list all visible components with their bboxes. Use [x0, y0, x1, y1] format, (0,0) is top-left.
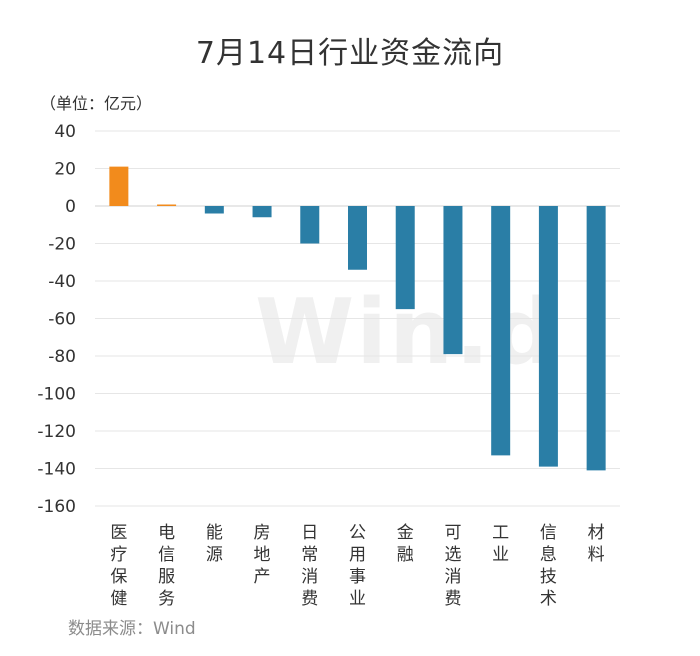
y-tick-label: -160 — [37, 497, 76, 517]
y-tick-label: -20 — [48, 235, 76, 255]
bar — [538, 206, 558, 467]
bar — [491, 206, 511, 456]
x-tick-label: 工业 — [492, 523, 509, 565]
y-tick-label: -100 — [37, 385, 76, 405]
y-tick-label: -40 — [48, 272, 76, 292]
bar — [348, 206, 367, 270]
bar — [204, 206, 224, 214]
bar — [395, 206, 415, 310]
x-tick-label: 医疗保健 — [110, 523, 127, 609]
bar — [586, 206, 606, 471]
x-tick-label: 公用事业 — [349, 523, 366, 609]
x-tick-label: 房地产 — [254, 523, 271, 587]
y-tick-label: -80 — [48, 347, 76, 367]
x-tick-label: 材料 — [588, 523, 605, 565]
chart-title: 7月14日行业资金流向 — [195, 36, 505, 71]
bar — [443, 206, 463, 355]
y-tick-label: 20 — [54, 160, 76, 180]
x-tick-label: 能源 — [206, 523, 223, 565]
unit-label: （单位：亿元） — [40, 94, 153, 113]
x-tick-label: 日常消费 — [301, 523, 318, 609]
bar — [252, 206, 272, 218]
bar — [109, 166, 129, 206]
y-tick-label: -120 — [37, 422, 76, 442]
x-tick-label: 可选消费 — [444, 523, 461, 609]
x-tick-label: 电信服务 — [158, 523, 175, 609]
y-tick-label: -60 — [48, 310, 76, 330]
x-tick-label: 信息技术 — [540, 523, 557, 609]
source-note: 数据来源：Wind — [68, 619, 196, 639]
x-tick-label: 金融 — [397, 523, 414, 565]
bar — [157, 204, 177, 206]
bar — [300, 206, 320, 244]
y-tick-label: 40 — [54, 122, 76, 142]
y-tick-label: -140 — [37, 460, 76, 480]
y-tick-label: 0 — [65, 197, 76, 217]
